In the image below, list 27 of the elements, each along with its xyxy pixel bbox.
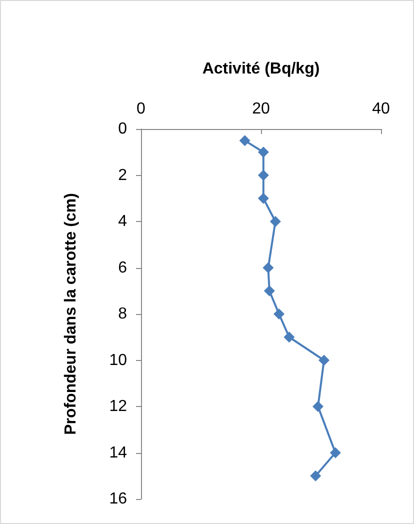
x-tick-label: 40 (372, 100, 390, 118)
point (284, 332, 295, 343)
y-tick-label: 16 (109, 490, 128, 508)
y-tick-label: 2 (118, 166, 128, 184)
y-tick-label: 10 (109, 352, 128, 369)
point (258, 192, 269, 204)
y-tick-label: 8 (118, 306, 128, 322)
y-tick-label: 6 (118, 259, 128, 276)
y-tick-label: 0 (118, 120, 128, 138)
point (264, 285, 275, 296)
y-tick-label: 14 (109, 444, 128, 462)
point (239, 135, 250, 146)
point (318, 354, 330, 366)
point (262, 262, 274, 274)
point (310, 470, 322, 482)
point (270, 216, 281, 227)
y-axis-title: Profondeur dans la carotte (cm) (62, 193, 80, 435)
point (258, 146, 269, 158)
point (330, 447, 341, 458)
point (312, 401, 324, 412)
point (274, 308, 284, 320)
point (258, 170, 269, 181)
x-axis-title: Activité (Bq/kg) (202, 60, 320, 78)
x-tick-label: 0 (136, 100, 146, 118)
y-tick-label: 12 (109, 398, 128, 415)
y-tick-label: 4 (118, 213, 128, 230)
x-tick-label: 20 (252, 100, 270, 118)
